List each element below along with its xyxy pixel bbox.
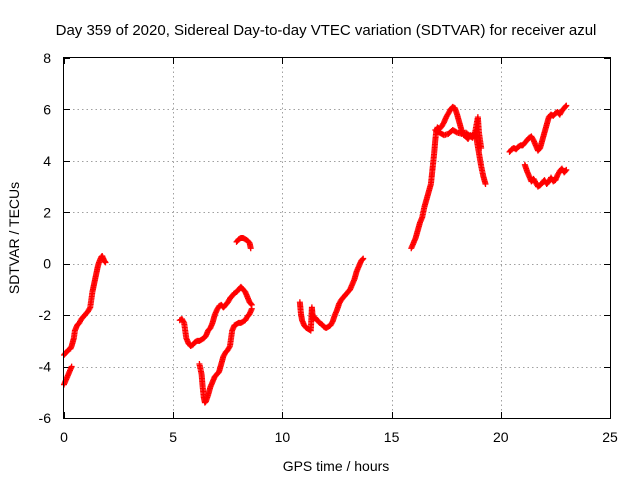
y-tick-label: -4 [39,359,52,375]
plot-frame [64,58,611,419]
data-points [61,103,569,406]
y-tick-label: -6 [39,410,52,426]
x-tick-label: 25 [602,429,618,445]
x-tick-label: 15 [384,429,400,445]
x-tick-label: 10 [275,429,291,445]
axis-ticks: 0 5 10 15 20 25 -6 -4 -2 0 2 4 6 8 [39,50,618,445]
grid-lines [64,58,610,418]
x-tick-label: 5 [169,429,177,445]
y-tick-label: 0 [43,256,51,272]
y-tick-label: 6 [43,101,51,117]
x-tick-label: 0 [60,429,68,445]
y-tick-label: 4 [43,153,51,169]
x-tick-label: 20 [493,429,509,445]
y-tick-label: 2 [43,204,51,220]
y-tick-label: 8 [43,50,51,66]
chart-title: Day 359 of 2020, Sidereal Day-to-day VTE… [56,22,597,39]
x-axis-label: GPS time / hours [283,458,390,474]
y-tick-label: -2 [39,307,52,323]
y-axis-label: SDTVAR / TECUs [6,182,22,294]
